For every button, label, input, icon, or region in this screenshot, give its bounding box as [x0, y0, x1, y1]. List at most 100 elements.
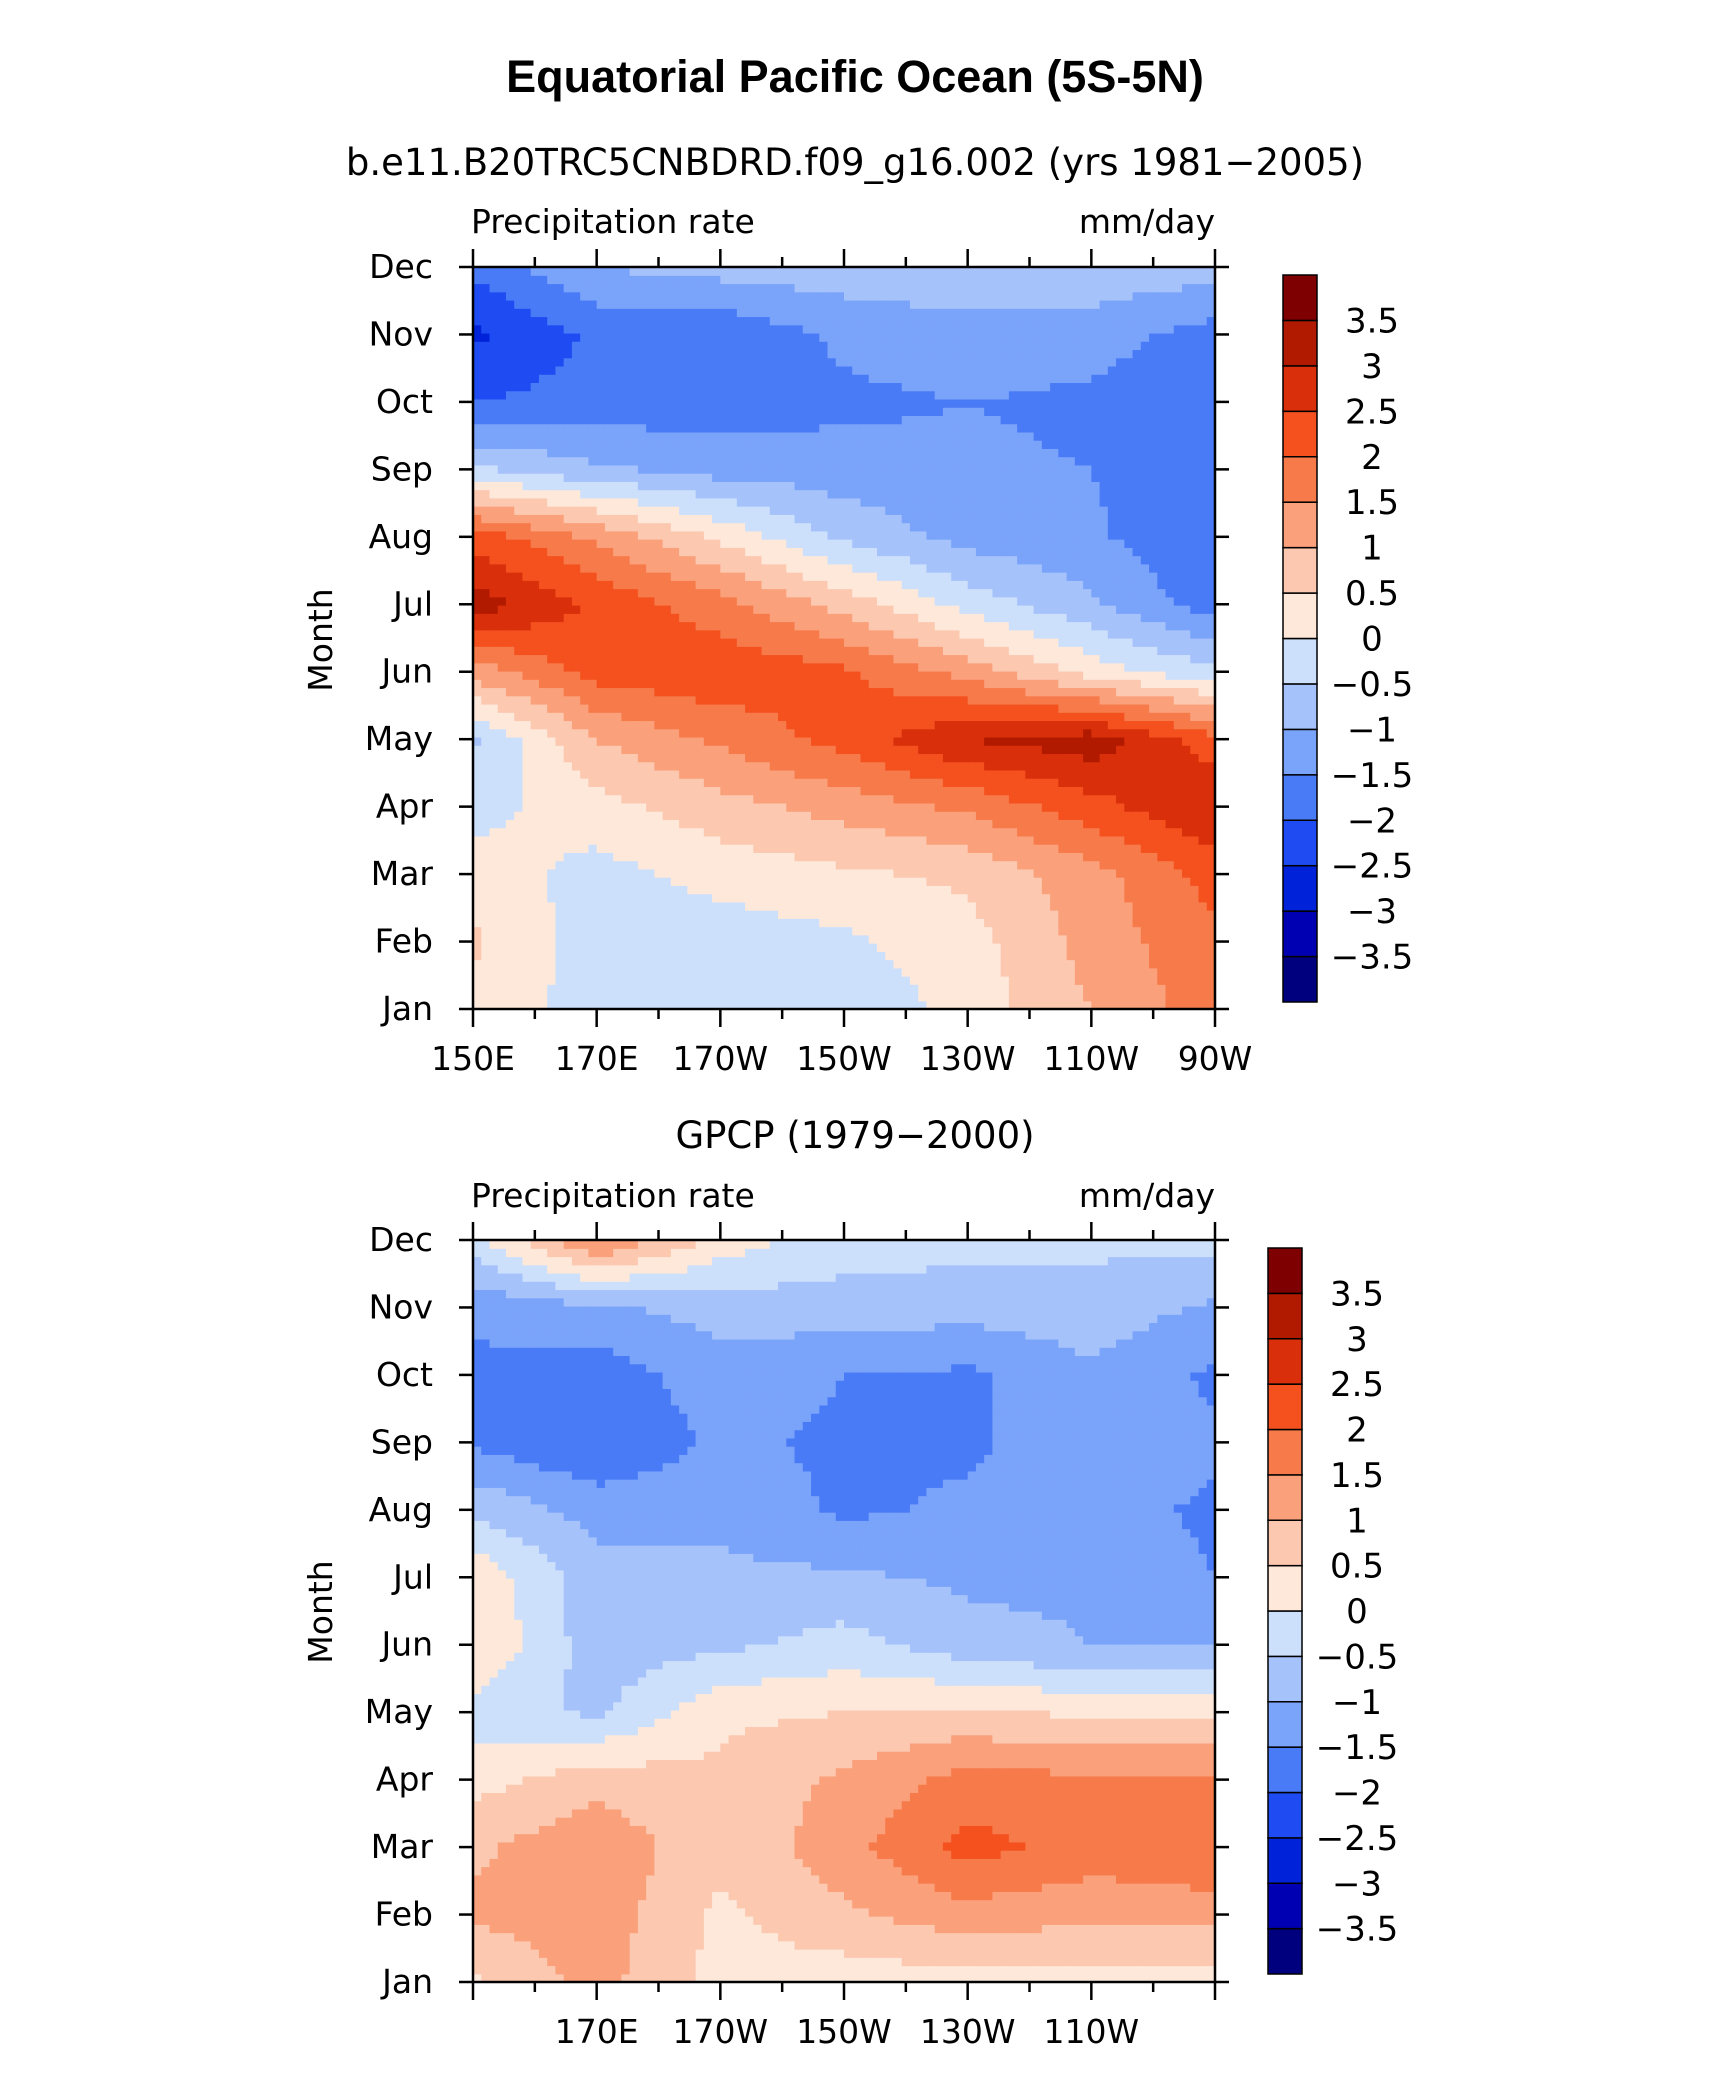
heatmap-cell [629, 703, 639, 713]
heatmap-cell [860, 745, 870, 755]
heatmap-cell [860, 580, 870, 590]
heatmap-cell [588, 976, 598, 985]
heatmap-cell [1124, 588, 1134, 598]
heatmap-cell [613, 844, 622, 853]
heatmap-cell [876, 728, 886, 738]
heatmap-cell [967, 868, 977, 878]
heatmap-cell [1083, 761, 1092, 771]
heatmap-cell [530, 811, 540, 820]
heatmap-cell [571, 654, 581, 664]
heatmap-cell [662, 687, 672, 697]
heatmap-cell [761, 736, 771, 746]
heatmap-cell [802, 934, 812, 944]
heatmap-cell [885, 638, 895, 647]
heatmap-cell [893, 687, 903, 697]
heatmap-cell [703, 951, 713, 961]
heatmap-cell [1206, 621, 1216, 631]
heatmap-cell [876, 778, 886, 787]
heatmap-cell [505, 835, 515, 845]
heatmap-cell [959, 670, 969, 680]
heatmap-cell [1074, 580, 1084, 590]
heatmap-cell [959, 572, 969, 581]
heatmap-cell [852, 778, 862, 787]
heatmap-cell [909, 918, 919, 928]
heatmap-cell [473, 811, 482, 820]
heatmap-cell [926, 703, 936, 713]
heatmap-cell [1206, 712, 1216, 722]
heatmap-cell [794, 794, 804, 804]
heatmap-cell [819, 934, 829, 944]
heatmap-cell [1198, 778, 1208, 787]
heatmap-cell [992, 736, 1002, 746]
heatmap-cell [1091, 992, 1101, 1002]
heatmap-cell [909, 852, 919, 862]
heatmap-cell [959, 745, 969, 755]
heatmap-cell [563, 943, 573, 952]
heatmap-cell [637, 992, 647, 1002]
heatmap-cell [1099, 679, 1109, 689]
heatmap-cell [786, 794, 796, 804]
heatmap-cell [596, 811, 606, 820]
heatmap-cell [563, 654, 573, 664]
heatmap-cell [712, 951, 721, 961]
heatmap-cell [876, 613, 886, 623]
heatmap-cell [522, 844, 532, 853]
heatmap-cell [811, 852, 820, 862]
heatmap-cell [1149, 893, 1158, 903]
heatmap-cell [687, 926, 697, 936]
heatmap-cell [736, 596, 746, 606]
heatmap-cell [745, 580, 754, 590]
heatmap-cell [679, 1000, 688, 1010]
heatmap-cell [555, 860, 565, 870]
heatmap-cell [1041, 934, 1051, 944]
heatmap-cell [571, 572, 581, 581]
heatmap-cell [984, 959, 993, 969]
heatmap-cell [654, 992, 664, 1002]
heatmap-cell [679, 868, 688, 878]
heatmap-cell [1206, 786, 1216, 796]
heatmap-cell [530, 827, 540, 837]
heatmap-cell [1132, 712, 1142, 722]
heatmap-cell [811, 769, 820, 779]
heatmap-cell [473, 646, 482, 656]
heatmap-cell [778, 588, 787, 598]
heatmap-cell [1116, 736, 1125, 746]
heatmap-cell [1091, 976, 1101, 985]
heatmap-cell [827, 811, 837, 820]
heatmap-cell [646, 852, 655, 862]
heatmap-cell [1066, 959, 1076, 969]
heatmap-cell [1165, 572, 1175, 581]
heatmap-cell [720, 679, 730, 689]
heatmap-cell [1132, 703, 1142, 713]
heatmap-cell [489, 646, 499, 656]
heatmap-cell [1124, 769, 1134, 779]
heatmap-cell [901, 605, 911, 614]
heatmap-cell [1058, 901, 1068, 911]
heatmap-cell [720, 934, 730, 944]
heatmap-cell [679, 736, 688, 746]
heatmap-cell [1157, 720, 1167, 730]
heatmap-cell [481, 745, 491, 755]
heatmap-cell [1198, 555, 1208, 565]
heatmap-cell [967, 670, 977, 680]
heatmap-cell [1132, 588, 1142, 598]
heatmap-cell [1157, 877, 1167, 886]
heatmap-cell [802, 778, 812, 787]
heatmap-cell [621, 811, 631, 820]
heatmap-cell [662, 910, 672, 919]
heatmap-cell [613, 827, 622, 837]
heatmap-cell [885, 728, 895, 738]
heatmap-cell [473, 670, 482, 680]
heatmap-cell [514, 786, 524, 796]
heatmap-cell [547, 638, 557, 647]
heatmap-cell [1083, 811, 1092, 820]
heatmap-cell [481, 885, 491, 895]
heatmap-cell [1041, 819, 1051, 829]
heatmap-cell [844, 580, 853, 590]
heatmap-cell [909, 786, 919, 796]
heatmap-cell [497, 827, 507, 837]
heatmap-cell [1008, 753, 1018, 763]
heatmap-cell [1140, 712, 1150, 722]
heatmap-cell [621, 563, 631, 573]
heatmap-cell [571, 976, 581, 985]
